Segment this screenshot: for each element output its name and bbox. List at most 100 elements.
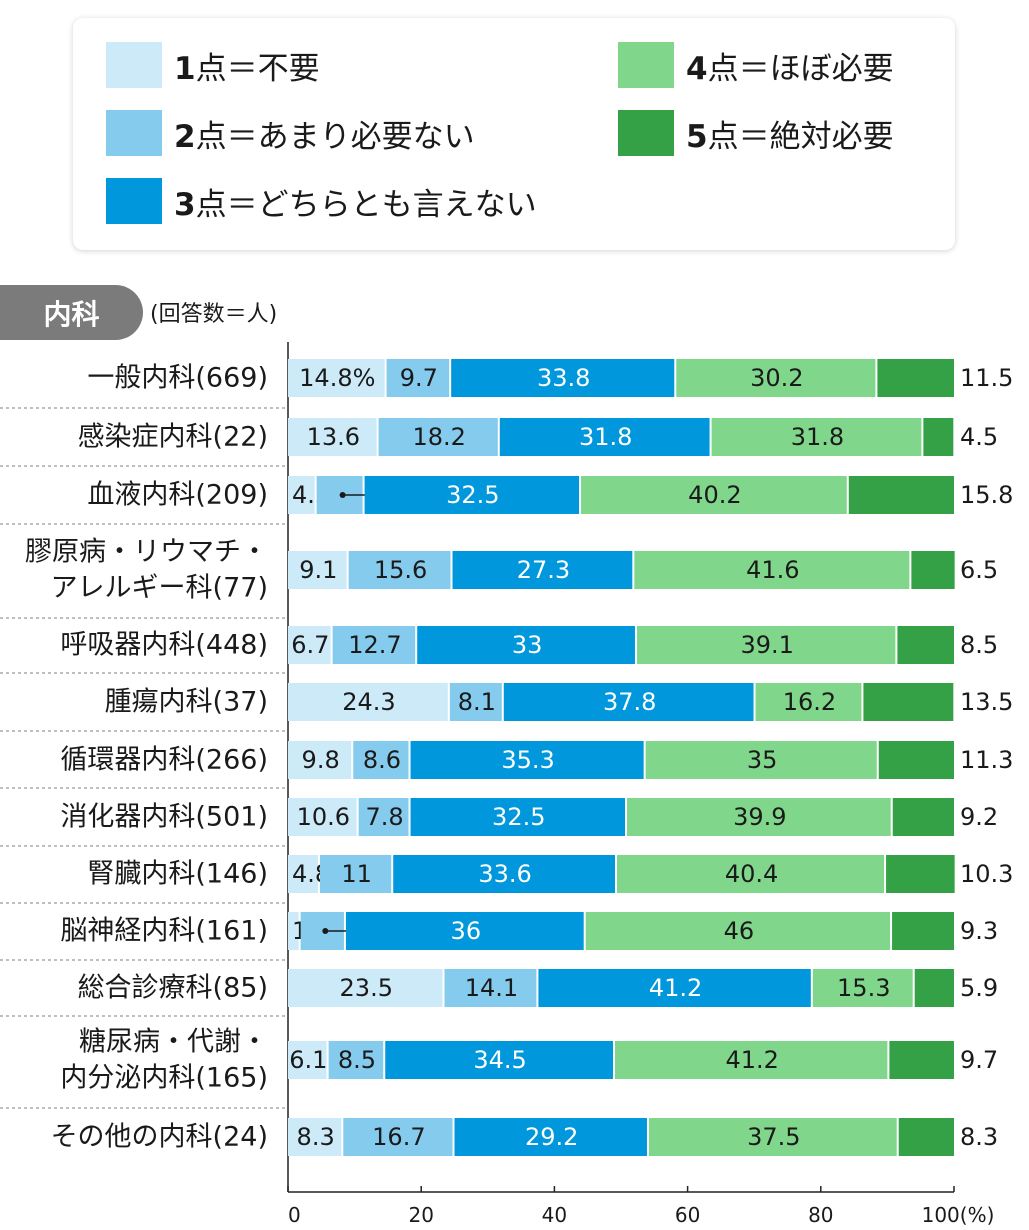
data-label: 40.4 bbox=[725, 860, 778, 888]
bar-segment bbox=[878, 741, 954, 779]
legend-item: 1点＝不要 bbox=[106, 42, 320, 88]
bar-segment bbox=[538, 969, 811, 1007]
legend-item: 3点＝どちらとも言えない bbox=[106, 178, 537, 224]
bar-segment bbox=[452, 551, 633, 589]
bar-segment bbox=[812, 969, 913, 1007]
data-label: 16.2 bbox=[783, 688, 836, 716]
bar-segment bbox=[410, 741, 644, 779]
data-label: 27.3 bbox=[517, 556, 570, 584]
legend-label: 4点＝ほぼ必要 bbox=[686, 50, 894, 87]
data-label: 32.5 bbox=[446, 481, 499, 509]
bar-segment bbox=[911, 551, 955, 589]
bar-segment bbox=[288, 626, 331, 664]
bar-segment bbox=[385, 1041, 614, 1079]
x-tick-label: 80 bbox=[808, 1203, 833, 1227]
bar-segment bbox=[393, 855, 616, 893]
x-tick-label: 60 bbox=[675, 1203, 700, 1227]
bar-segment bbox=[892, 798, 954, 836]
bar-segment bbox=[364, 476, 580, 514]
data-label: 9.7 bbox=[400, 364, 438, 392]
legend-swatch bbox=[106, 178, 162, 224]
bar-segment bbox=[410, 798, 625, 836]
data-label: 46 bbox=[724, 917, 755, 945]
bar-segment bbox=[288, 855, 318, 893]
bar-segment bbox=[914, 969, 954, 1007]
data-label: 24.3 bbox=[342, 688, 395, 716]
category-label: 内分泌内科(165) bbox=[60, 1063, 268, 1094]
unit-label: (回答数＝人) bbox=[150, 302, 278, 327]
data-label: 11.5 bbox=[960, 364, 1013, 392]
bar-segment bbox=[319, 855, 392, 893]
data-label: 8.1 bbox=[458, 688, 496, 716]
data-label: 40.2 bbox=[688, 481, 741, 509]
x-tick-label: 100(%) bbox=[922, 1203, 995, 1227]
data-label: 37.8 bbox=[603, 688, 656, 716]
bar-segment bbox=[348, 551, 451, 589]
bar-segment bbox=[503, 683, 754, 721]
legend: 1点＝不要 2点＝あまり必要ない 3点＝どちらとも言えない 4点＝ほぼ必要 5点＝絶対必… bbox=[73, 18, 955, 250]
bar-segment bbox=[288, 969, 443, 1007]
bar-segment bbox=[923, 418, 954, 456]
data-label: 15.6 bbox=[374, 556, 427, 584]
bar-segment bbox=[343, 1118, 453, 1156]
data-label: 11.3 bbox=[960, 746, 1013, 774]
bar-segment bbox=[897, 626, 954, 664]
bar-segment bbox=[451, 359, 675, 397]
data-label: 8.3 bbox=[297, 1123, 335, 1151]
bar-segment bbox=[358, 798, 409, 836]
bar-segment bbox=[288, 476, 315, 514]
data-label: 39.9 bbox=[733, 803, 786, 831]
data-label: 30.2 bbox=[750, 364, 803, 392]
bar-segment bbox=[636, 626, 896, 664]
legend-label: 1点＝不要 bbox=[174, 50, 320, 87]
bar-segment bbox=[617, 855, 885, 893]
bar-segment bbox=[889, 1041, 954, 1079]
data-label: 34.5 bbox=[473, 1046, 526, 1074]
bar-segment bbox=[711, 418, 922, 456]
bar-segment bbox=[288, 1118, 342, 1156]
data-label: 33 bbox=[512, 631, 543, 659]
data-label: 31.8 bbox=[791, 423, 844, 451]
data-label: 39.1 bbox=[740, 631, 793, 659]
legend-label: 3点＝どちらとも言えない bbox=[174, 186, 537, 223]
bar-segment bbox=[585, 912, 891, 950]
bar-segment bbox=[288, 551, 347, 589]
category-label: アレルギー科(77) bbox=[51, 573, 268, 604]
bar-segment bbox=[863, 683, 954, 721]
legend-label: 5点＝絶対必要 bbox=[686, 118, 894, 155]
category-label: 脳神経内科(161) bbox=[60, 916, 268, 947]
data-label: 9.8 bbox=[302, 746, 340, 774]
data-label: 7.8 bbox=[365, 803, 403, 831]
category-label: 感染症内科(22) bbox=[78, 422, 268, 453]
bar-segment bbox=[332, 626, 416, 664]
data-label: 23.5 bbox=[340, 974, 393, 1002]
bar-segment bbox=[877, 359, 954, 397]
data-label: 8.6 bbox=[363, 746, 401, 774]
bar-segment bbox=[454, 1118, 647, 1156]
legend-swatch bbox=[618, 110, 674, 156]
bar-segment bbox=[645, 741, 877, 779]
bar-segment bbox=[626, 798, 891, 836]
data-label: 15.3 bbox=[837, 974, 890, 1002]
data-label: 10.6 bbox=[297, 803, 350, 831]
bar-segment bbox=[755, 683, 862, 721]
data-label: 37.5 bbox=[747, 1123, 800, 1151]
data-label: 13.6 bbox=[307, 423, 360, 451]
data-label: 14.1 bbox=[465, 974, 518, 1002]
bar-segment bbox=[898, 1118, 954, 1156]
data-label: 41.6 bbox=[746, 556, 799, 584]
x-tick-label: 20 bbox=[408, 1203, 433, 1227]
data-label: 15.8 bbox=[960, 481, 1013, 509]
data-label: 18.2 bbox=[412, 423, 465, 451]
data-label: 14.8% bbox=[299, 364, 375, 392]
data-label: 13.5 bbox=[960, 688, 1013, 716]
bar-segment bbox=[581, 476, 847, 514]
x-tick-label: 0 bbox=[288, 1203, 301, 1227]
bar-segment bbox=[886, 855, 955, 893]
data-label: 8.5 bbox=[338, 1046, 376, 1074]
data-label: 9.1 bbox=[299, 556, 337, 584]
data-label: 41.2 bbox=[649, 974, 702, 1002]
bar-segment bbox=[676, 359, 876, 397]
data-label: 10.3 bbox=[960, 860, 1013, 888]
